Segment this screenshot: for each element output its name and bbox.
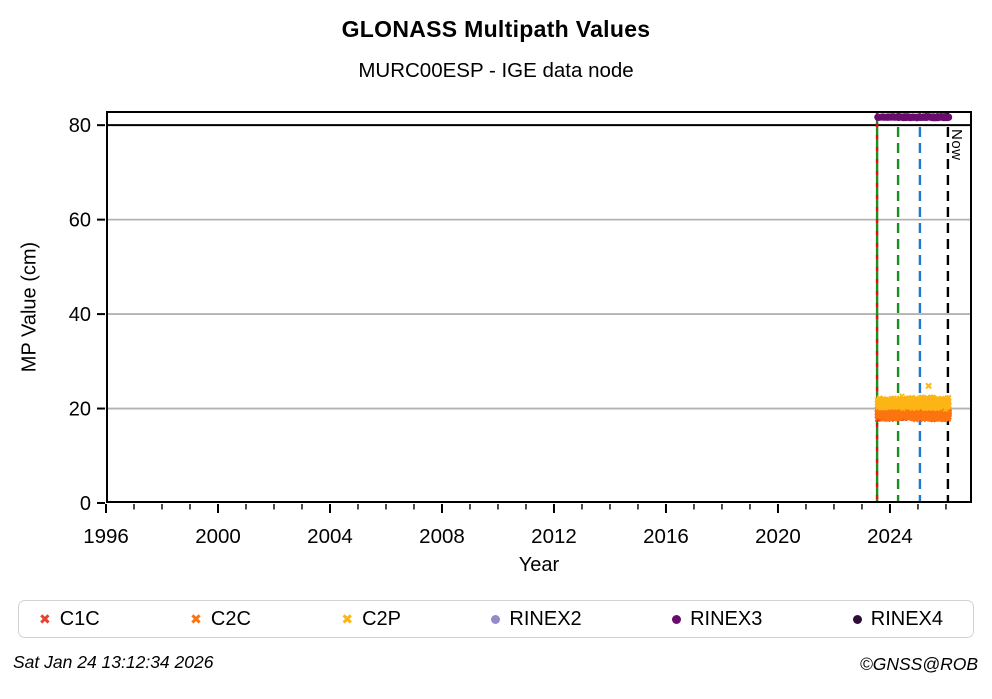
legend-item-rinex3: RINEX3: [672, 608, 762, 631]
generation-timestamp: Sat Jan 24 13:12:34 2026: [13, 652, 214, 672]
legend-label: RINEX4: [870, 607, 943, 630]
legend-label: C1C: [59, 607, 100, 630]
legend-item-rinex2: RINEX2: [491, 607, 582, 631]
legend-item-c2p: ✖ C2P: [341, 608, 401, 631]
rinex2-dot-marker-icon: [491, 614, 501, 624]
legend: ✖ C1C ✖ C2C ✖ C2P RINEX2 RINEX3 RINEX4: [18, 600, 974, 638]
legend-label: RINEX2: [509, 607, 582, 630]
legend-label: C2P: [362, 607, 401, 630]
rinex4-dot-marker-icon: [852, 614, 862, 624]
legend-item-c2c: ✖ C2C: [190, 608, 251, 631]
svg-text:1996: 1996: [83, 525, 129, 548]
x-axis-label: Year: [518, 554, 560, 576]
legend-item-c1c: ✖ C1C: [39, 608, 100, 631]
svg-text:2020: 2020: [755, 525, 801, 548]
rinex3-dot-marker-icon: [672, 614, 682, 624]
chart-title: GLONASS Multipath Values: [341, 16, 651, 42]
svg-text:2016: 2016: [643, 525, 689, 548]
svg-text:60: 60: [69, 210, 91, 232]
chart-subtitle: MURC00ESP - IGE data node: [358, 59, 634, 82]
svg-text:80: 80: [69, 115, 91, 137]
svg-text:0: 0: [80, 493, 91, 515]
svg-text:40: 40: [69, 304, 91, 326]
legend-item-rinex4: RINEX4: [852, 607, 943, 631]
svg-text:20: 20: [69, 399, 91, 421]
legend-label: C2C: [210, 607, 251, 630]
legend-label: RINEX3: [690, 607, 763, 630]
copyright-credit: ©GNSS@ROB: [859, 654, 978, 674]
c1c-x-marker-icon: ✖: [39, 611, 51, 627]
svg-text:2024: 2024: [867, 525, 913, 548]
svg-text:2008: 2008: [419, 525, 465, 548]
now-annotation: Now: [948, 129, 965, 161]
c2c-x-marker-icon: ✖: [190, 611, 202, 627]
svg-text:2000: 2000: [195, 525, 241, 548]
svg-text:2012: 2012: [531, 525, 577, 548]
svg-text:2004: 2004: [307, 525, 353, 548]
c2p-x-marker-icon: ✖: [341, 611, 354, 627]
